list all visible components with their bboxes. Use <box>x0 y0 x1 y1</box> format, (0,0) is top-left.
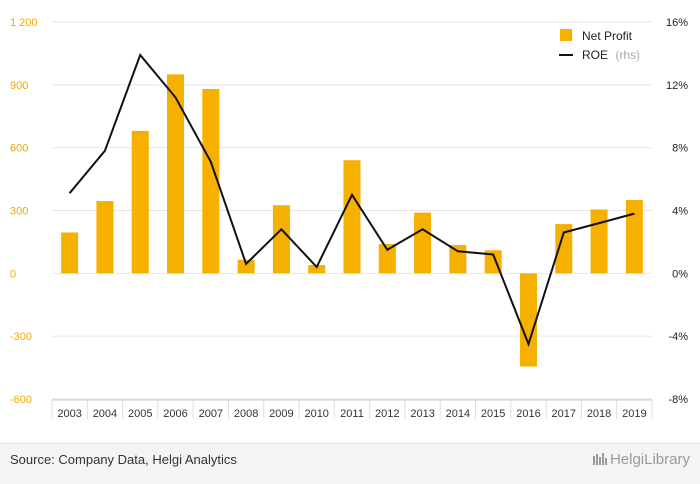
x-tick-label: 2006 <box>163 408 187 420</box>
left-tick-label: 1 200 <box>10 17 38 29</box>
left-tick-label: -600 <box>10 394 32 406</box>
x-tick-label: 2013 <box>410 408 434 420</box>
x-tick-label: 2007 <box>199 408 223 420</box>
net-profit-bar-2006 <box>167 74 185 274</box>
left-tick-label: 600 <box>10 143 28 155</box>
x-tick-label: 2010 <box>304 408 328 420</box>
source-note: Source: Company Data, Helgi Analytics <box>10 452 237 467</box>
legend-roe-name: ROE <box>582 48 608 62</box>
x-tick-label: 2014 <box>446 408 470 420</box>
net-profit-bar-2017 <box>555 224 573 274</box>
right-tick-label: 8% <box>672 143 688 155</box>
net-profit-bar-2014 <box>449 245 467 274</box>
right-axis: -8% -4% 0% 4% 8% 12% 16% <box>666 17 688 406</box>
right-tick-label: 16% <box>666 17 688 29</box>
net-profit-bar-2011 <box>343 160 361 274</box>
x-tick-label: 2017 <box>552 408 576 420</box>
right-tick-label: 0% <box>672 268 688 280</box>
left-tick-label: 0 <box>10 268 16 280</box>
x-axis: 2003 2004 2005 2006 2007 2008 2009 2010 2011 2012… <box>57 408 646 420</box>
x-tick-label: 2005 <box>128 408 152 420</box>
right-tick-label: -4% <box>668 331 688 343</box>
left-axis: -600 -300 0 300 600 900 1 200 <box>10 17 38 406</box>
net-profit-bar-2010 <box>308 264 326 274</box>
net-profit-bar-2016 <box>519 273 537 367</box>
net-profit-bar-2019 <box>625 200 643 274</box>
x-tick-label: 2009 <box>269 408 293 420</box>
legend-net-profit-label: Net Profit <box>582 29 633 43</box>
footer: Source: Company Data, Helgi Analytics He… <box>0 443 700 484</box>
legend-roe-label: ROE (rhs) <box>582 48 640 62</box>
grid <box>51 21 653 419</box>
roe-line <box>68 53 635 347</box>
bars <box>61 74 643 367</box>
net-profit-bar-2018 <box>590 209 608 274</box>
left-tick-label: 300 <box>10 206 28 218</box>
right-tick-label: -8% <box>668 394 688 406</box>
x-tick-label: 2016 <box>516 408 540 420</box>
roe-line-series <box>68 53 635 347</box>
library-icon <box>592 453 607 465</box>
left-tick-label: -300 <box>10 331 32 343</box>
brand-logo: HelgiLibrary <box>592 451 690 468</box>
x-tick-label: 2012 <box>375 408 399 420</box>
left-tick-label: 900 <box>10 80 28 92</box>
right-tick-label: 12% <box>666 80 688 92</box>
legend: Net Profit ROE (rhs) <box>559 29 640 62</box>
net-profit-bar-2009 <box>272 205 290 274</box>
net-profit-bar-2003 <box>61 232 79 274</box>
brand-name: HelgiLibrary <box>609 451 690 468</box>
x-tick-label: 2015 <box>481 408 505 420</box>
x-tick-label: 2019 <box>622 408 646 420</box>
x-tick-label: 2018 <box>587 408 611 420</box>
x-tick-label: 2004 <box>93 408 117 420</box>
right-tick-label: 4% <box>672 206 688 218</box>
net-profit-bar-2008 <box>237 259 255 274</box>
x-tick-label: 2003 <box>57 408 81 420</box>
net-profit-bar-2005 <box>131 130 149 274</box>
net-profit-bar-2004 <box>96 201 114 274</box>
net-profit-bar-2007 <box>202 89 220 274</box>
legend-roe-suffix: (rhs) <box>615 48 640 62</box>
legend-net-profit-swatch <box>560 29 572 41</box>
x-tick-label: 2008 <box>234 408 258 420</box>
net-profit-bar-2013 <box>414 212 432 274</box>
x-tick-label: 2011 <box>340 408 364 420</box>
chart: -600 -300 0 300 600 900 1 200 -8% -4% 0% 4% 8% 12% 1… <box>10 17 688 420</box>
net-profit-bar-2012 <box>378 244 396 274</box>
